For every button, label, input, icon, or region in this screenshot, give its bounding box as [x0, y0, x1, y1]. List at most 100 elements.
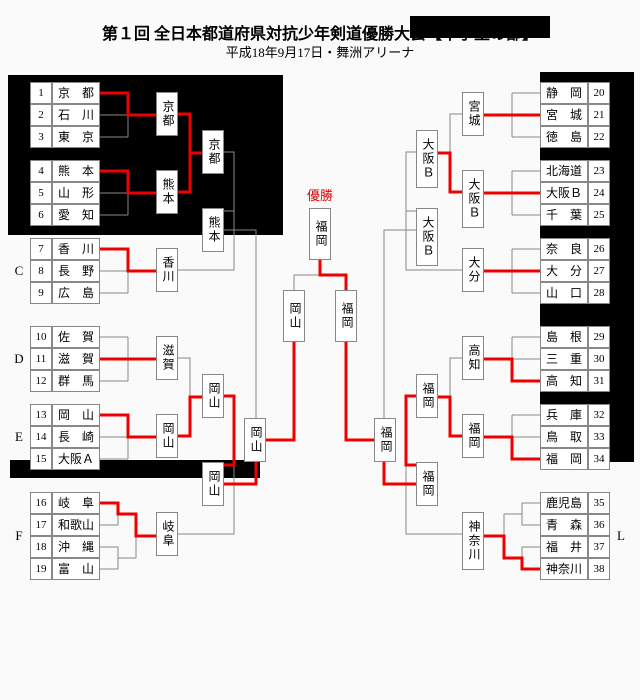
- seed-num: 19: [30, 558, 52, 580]
- team-box: 鳥 取: [540, 426, 588, 448]
- team-box: 静 岡: [540, 82, 588, 104]
- team-box: 三 重: [540, 348, 588, 370]
- right-r1-i: 大分: [462, 248, 484, 292]
- left-r1-a: 京都: [156, 92, 178, 136]
- team-box: 福 岡: [540, 448, 588, 470]
- right-r1-g: 宮城: [462, 92, 484, 136]
- seed-num: 22: [588, 126, 610, 148]
- semi-left-box: 岡山: [283, 290, 305, 342]
- team-box: 大阪Ａ: [52, 448, 100, 470]
- right-r1-h: 大阪Ｂ: [462, 170, 484, 228]
- team-box: 広 島: [52, 282, 100, 304]
- left-r2-top: 京都: [202, 130, 224, 174]
- seed-num: 26: [588, 238, 610, 260]
- left-r1-b: 熊本: [156, 170, 178, 214]
- seed-num: 11: [30, 348, 52, 370]
- group-label: E: [10, 426, 28, 448]
- seed-num: 4: [30, 160, 52, 182]
- right-r1-j: 高知: [462, 336, 484, 380]
- right-r2-botb: 福岡: [416, 462, 438, 506]
- team-box: 岐 阜: [52, 492, 100, 514]
- seed-num: 17: [30, 514, 52, 536]
- seed-num: 8: [30, 260, 52, 282]
- left-r2-mid1: 熊本: [202, 208, 224, 252]
- right-r1-k: 福岡: [462, 414, 484, 458]
- group-label: F: [10, 525, 28, 547]
- left-r3: 岡山: [244, 418, 266, 462]
- team-box: 高 知: [540, 370, 588, 392]
- group-label: L: [612, 525, 630, 547]
- left-r1-e: 岡山: [156, 414, 178, 458]
- seed-num: 31: [588, 370, 610, 392]
- left-r1-f: 岐阜: [156, 512, 178, 556]
- team-box: 長 崎: [52, 426, 100, 448]
- team-box: 鹿児島: [540, 492, 588, 514]
- team-box: 香 川: [52, 238, 100, 260]
- seed-num: 38: [588, 558, 610, 580]
- team-box: 愛 知: [52, 204, 100, 226]
- seed-num: 37: [588, 536, 610, 558]
- seed-num: 35: [588, 492, 610, 514]
- team-box: 石 川: [52, 104, 100, 126]
- team-box: 群 馬: [52, 370, 100, 392]
- team-box: 奈 良: [540, 238, 588, 260]
- team-box: 徳 島: [540, 126, 588, 148]
- group-label: B: [10, 182, 28, 204]
- seed-num: 1: [30, 82, 52, 104]
- group-label: A: [10, 104, 28, 126]
- champion-box: 福岡: [309, 208, 331, 260]
- team-box: 青 森: [540, 514, 588, 536]
- seed-num: 12: [30, 370, 52, 392]
- group-label: J: [612, 348, 630, 370]
- team-box: 大阪Ｂ: [540, 182, 588, 204]
- seed-num: 25: [588, 204, 610, 226]
- left-r1-d: 滋賀: [156, 336, 178, 380]
- seed-num: 36: [588, 514, 610, 536]
- team-box: 熊 本: [52, 160, 100, 182]
- team-box: 富 山: [52, 558, 100, 580]
- team-box: 京 都: [52, 82, 100, 104]
- seed-num: 24: [588, 182, 610, 204]
- seed-num: 6: [30, 204, 52, 226]
- team-box: 千 葉: [540, 204, 588, 226]
- seed-num: 34: [588, 448, 610, 470]
- right-r2-mid1: 大阪Ｂ: [416, 208, 438, 266]
- team-box: 福 井: [540, 536, 588, 558]
- seed-num: 9: [30, 282, 52, 304]
- seed-num: 20: [588, 82, 610, 104]
- group-label: K: [612, 426, 630, 448]
- group-label: I: [612, 260, 630, 282]
- seed-num: 14: [30, 426, 52, 448]
- right-r2-bota: 福岡: [416, 374, 438, 418]
- right-r2-top: 大阪Ｂ: [416, 130, 438, 188]
- team-box: 大 分: [540, 260, 588, 282]
- champion-label: 優勝: [305, 185, 335, 204]
- seed-num: 29: [588, 326, 610, 348]
- seed-num: 33: [588, 426, 610, 448]
- team-box: 島 根: [540, 326, 588, 348]
- seed-num: 23: [588, 160, 610, 182]
- seed-num: 10: [30, 326, 52, 348]
- seed-num: 28: [588, 282, 610, 304]
- seed-num: 13: [30, 404, 52, 426]
- left-r1-c: 香川: [156, 248, 178, 292]
- team-box: 東 京: [52, 126, 100, 148]
- seed-num: 7: [30, 238, 52, 260]
- group-label: G: [612, 104, 630, 126]
- group-label: D: [10, 348, 28, 370]
- seed-num: 18: [30, 536, 52, 558]
- team-box: 宮 城: [540, 104, 588, 126]
- left-r2-bota: 岡山: [202, 374, 224, 418]
- right-r3: 福岡: [374, 418, 396, 462]
- seed-num: 27: [588, 260, 610, 282]
- group-label: C: [10, 260, 28, 282]
- seed-num: 5: [30, 182, 52, 204]
- team-box: 北海道: [540, 160, 588, 182]
- seed-num: 30: [588, 348, 610, 370]
- team-box: 神奈川: [540, 558, 588, 580]
- seed-num: 15: [30, 448, 52, 470]
- team-box: 岡 山: [52, 404, 100, 426]
- team-box: 山 口: [540, 282, 588, 304]
- team-box: 和歌山: [52, 514, 100, 536]
- seed-num: 32: [588, 404, 610, 426]
